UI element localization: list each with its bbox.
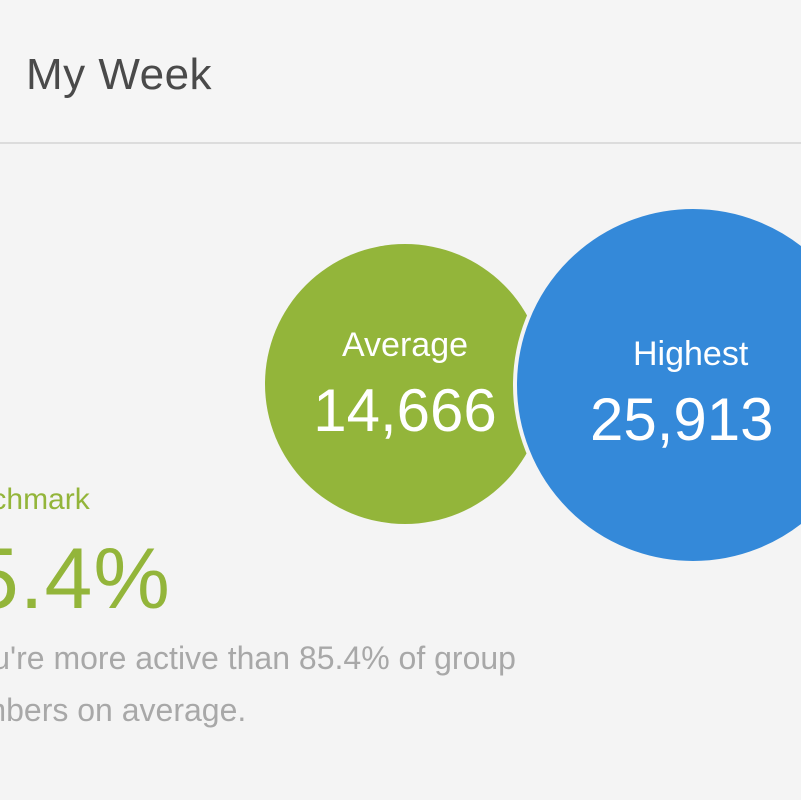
benchmark-description-line-1: You're more active than 85.4% of group (0, 640, 516, 676)
benchmark-description-line-2: members on average. (0, 692, 247, 728)
header-bar: My Week (0, 0, 801, 143)
benchmark-label: Benchmark (0, 483, 90, 516)
average-value: 14,666 (313, 377, 497, 444)
average-label: Average (341, 326, 469, 364)
highest-bubble[interactable]: Highest 25,913 (513, 205, 801, 565)
header-divider (0, 142, 801, 144)
page-title: My Week (26, 50, 213, 99)
benchmark-value: 85.4% (0, 531, 171, 627)
highest-value: 25,913 (590, 386, 774, 453)
highest-label: Highest (633, 335, 749, 373)
average-bubble[interactable]: Average 14,666 (265, 244, 545, 524)
